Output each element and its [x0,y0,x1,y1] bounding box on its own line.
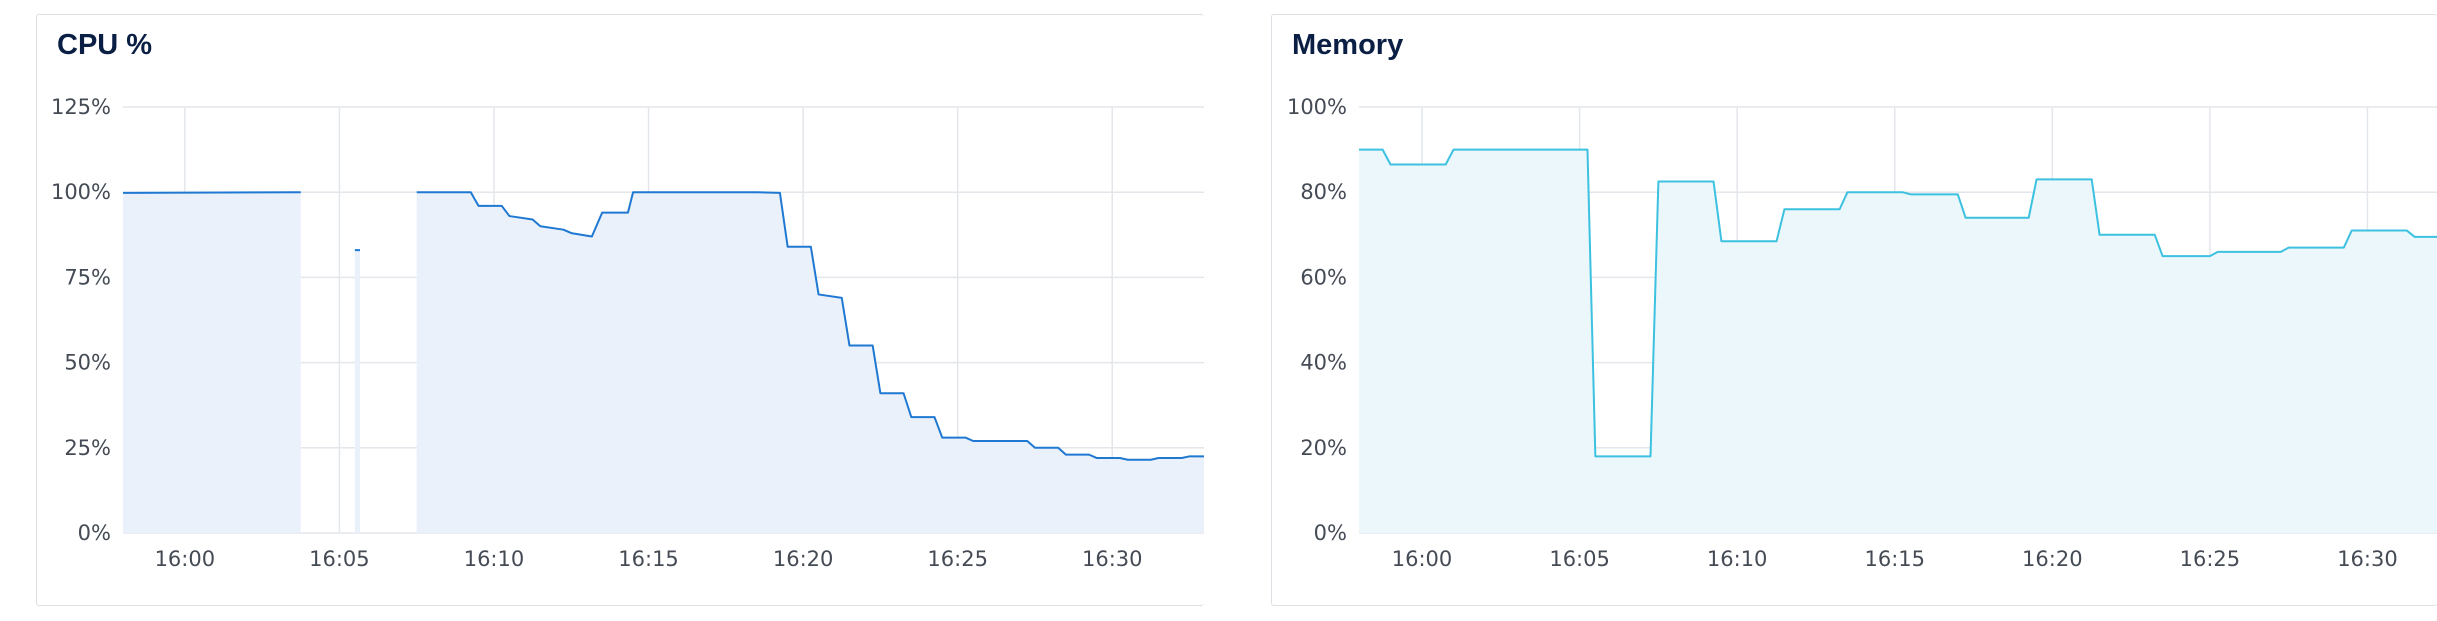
memory-x-tick-label: 16:20 [2022,547,2083,571]
memory-y-tick-label: 20% [1300,436,1347,460]
memory-y-tick-label: 60% [1300,265,1347,289]
memory-line-segment[interactable] [1359,148,2437,458]
cpu-line-segment[interactable] [416,191,1204,461]
memory-panel-title: Memory [1292,29,1404,61]
cpu-x-tick-label: 16:05 [309,547,370,571]
cpu-x-tick-label: 16:30 [1082,547,1143,571]
memory-y-tick-label: 100% [1287,95,1347,119]
cpu-x-tick-label: 16:15 [618,547,679,571]
cpu-y-tick-label: 125% [51,95,111,119]
memory-y-tick-label: 80% [1300,180,1347,204]
cpu-panel: CPU % 0% 25% 50% 75% 100% 125% 16:00 16:05 16:10… [36,14,1204,606]
cpu-panel-title: CPU % [57,29,153,61]
memory-x-tick-label: 16:05 [1549,547,1610,571]
memory-area-segment [1359,149,2437,533]
memory-x-tick-label: 16:30 [2337,547,2398,571]
cpu-line-segment[interactable] [122,191,301,194]
memory-x-tick-label: 16:25 [2180,547,2241,571]
memory-y-tick-label: 40% [1300,351,1347,375]
cpu-chart[interactable]: 0% 25% 50% 75% 100% 125% 16:00 16:05 16:10 16:15 1… [37,15,1204,606]
cpu-y-tick-label: 0% [78,521,111,545]
cpu-y-tick-label: 25% [64,436,111,460]
cpu-y-tick-label: 50% [64,351,111,375]
cpu-y-tick-label: 100% [51,180,111,204]
cpu-x-tick-label: 16:25 [927,547,988,571]
cpu-y-tick-label: 75% [64,265,111,289]
memory-y-tick-label: 0% [1314,521,1347,545]
memory-x-tick-label: 16:00 [1392,547,1453,571]
cpu-area-segment [354,250,361,534]
cpu-x-tick-label: 16:20 [773,547,834,571]
memory-x-tick-label: 16:15 [1864,547,1925,571]
memory-x-tick-label: 16:10 [1707,547,1768,571]
cpu-x-tick-label: 16:10 [464,547,525,571]
cpu-area-segment [416,192,1204,533]
cpu-x-tick-label: 16:00 [155,547,216,571]
memory-chart[interactable]: 0% 20% 40% 60% 80% 100% 16:00 16:05 16:10 16:15 16… [1272,15,2437,606]
memory-panel: Memory 0% 20% 40% 60% 80% 100% 16:00 16:05 16:10… [1271,14,2437,606]
cpu-area-segment [123,192,301,533]
